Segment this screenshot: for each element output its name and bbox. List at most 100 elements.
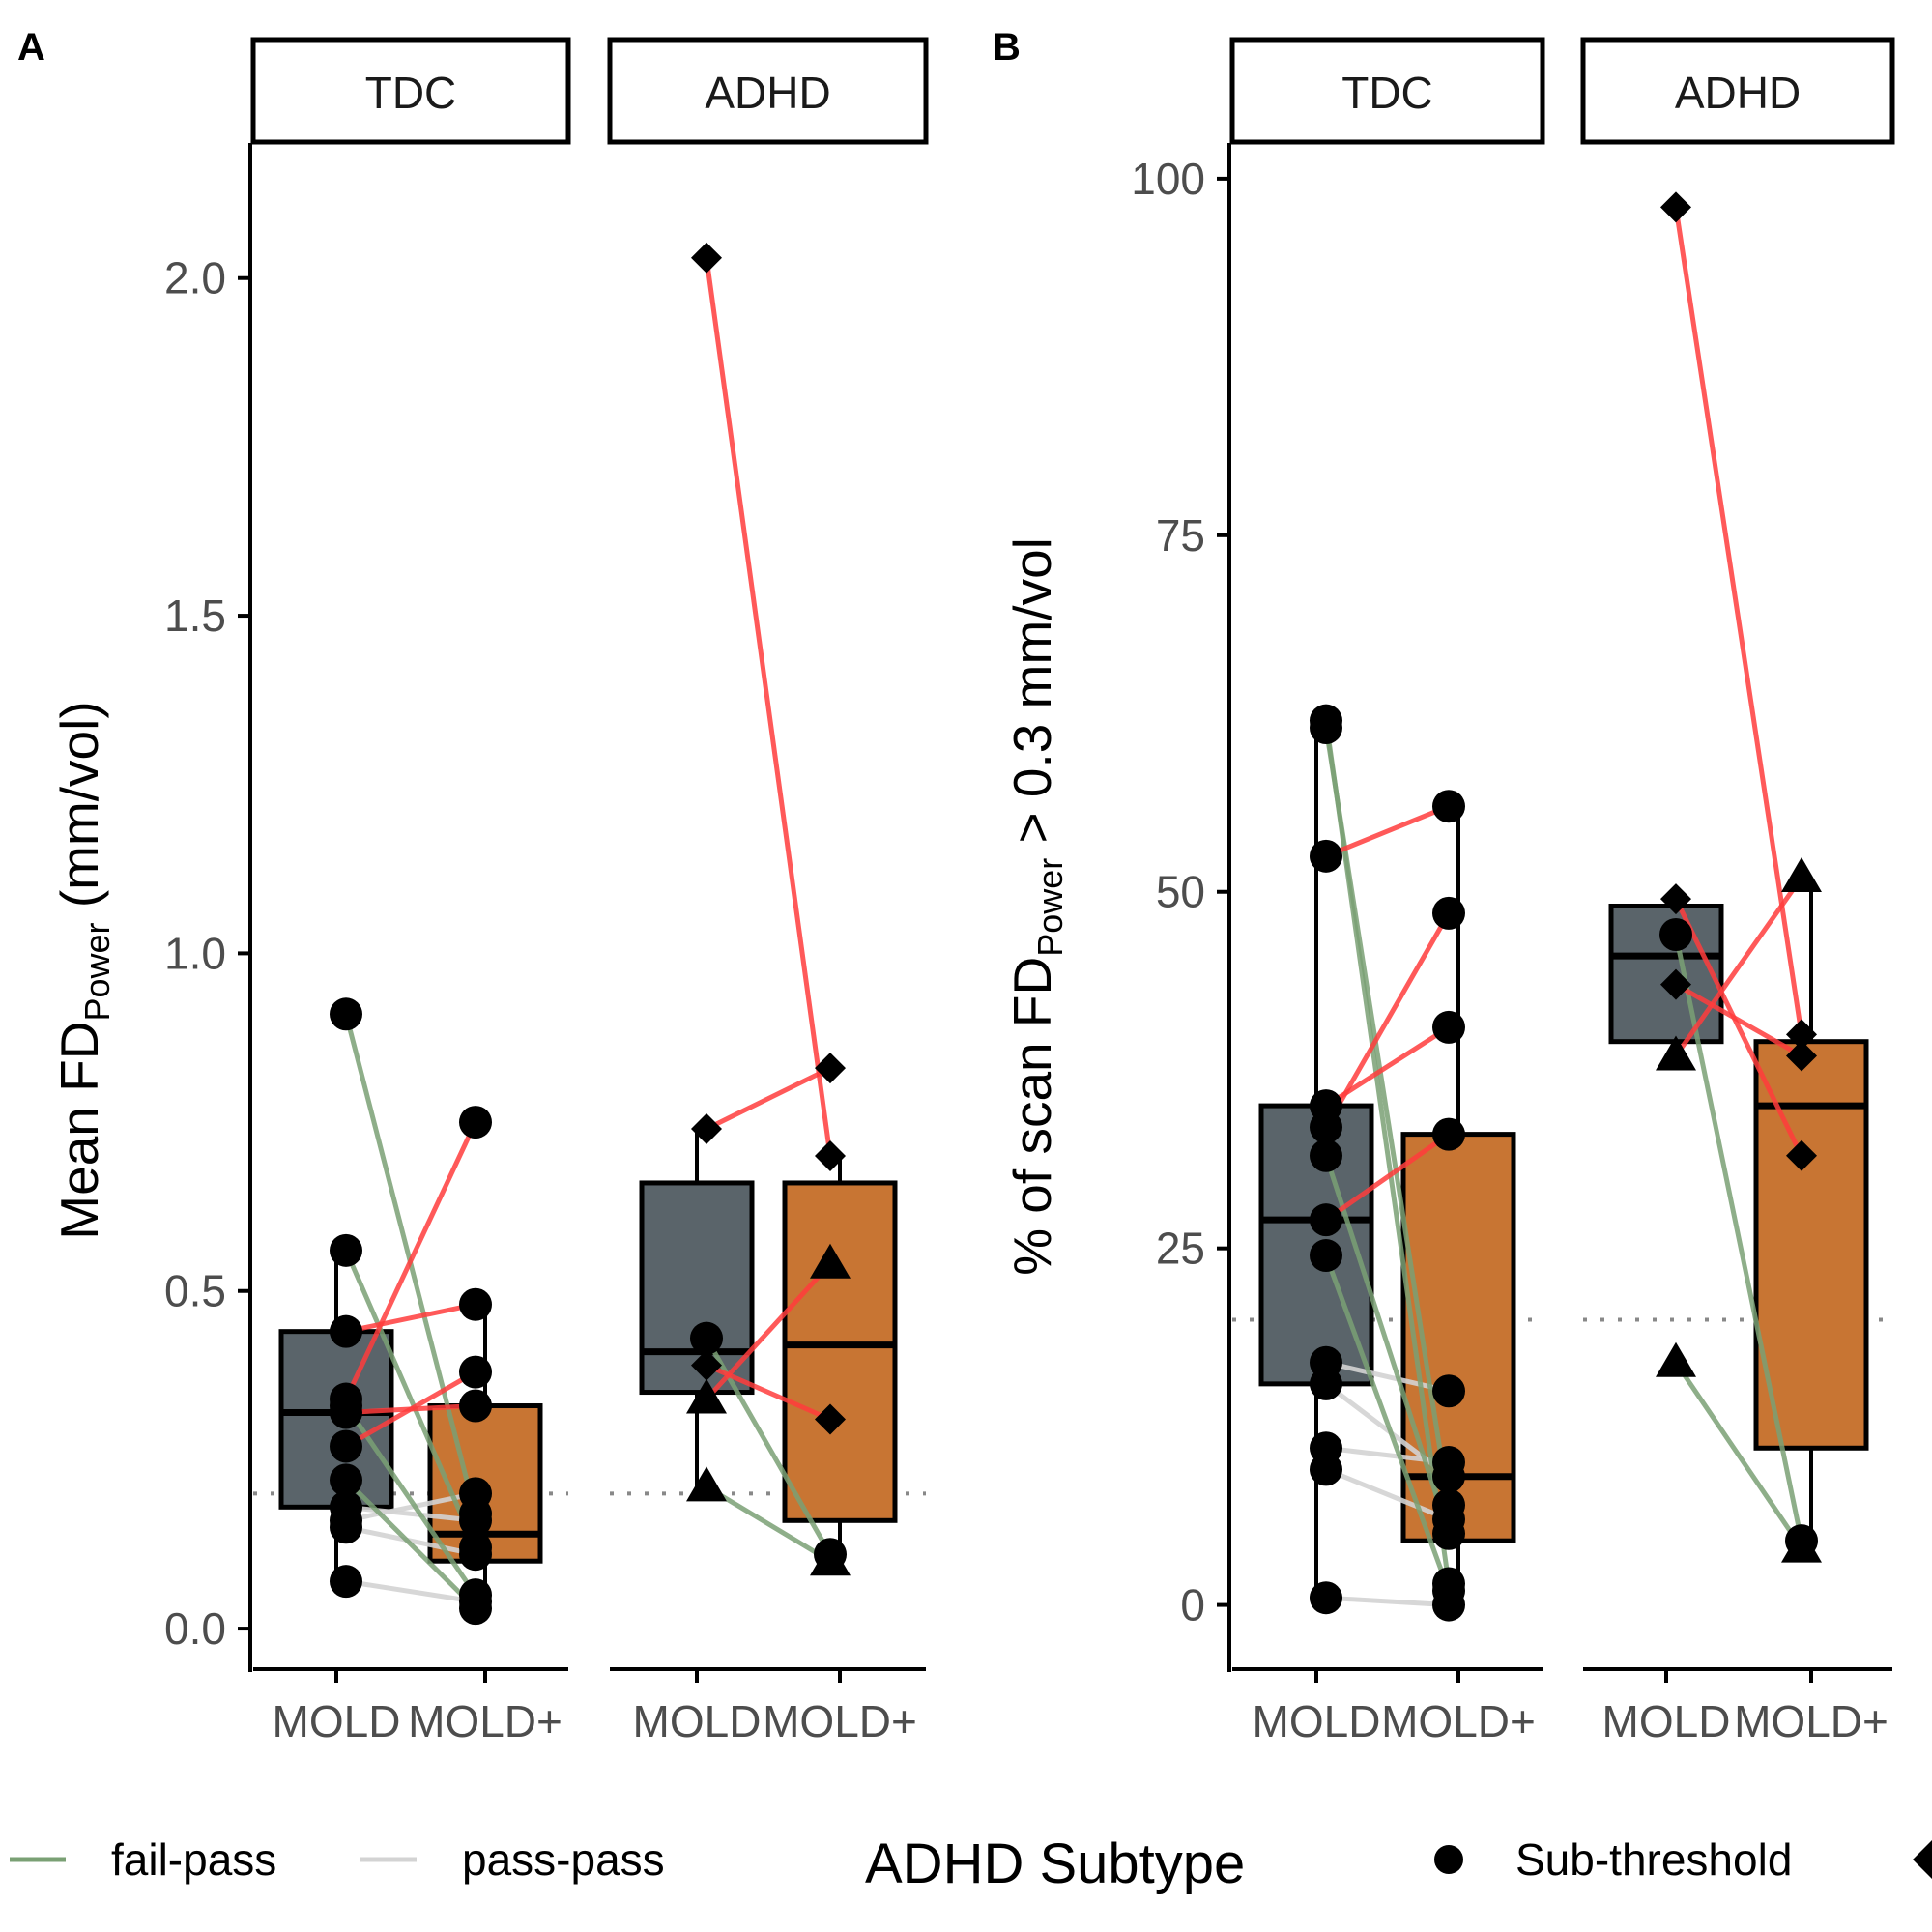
data-point-mold (330, 1463, 362, 1497)
data-points (330, 997, 492, 1626)
data-point-mold (1310, 1453, 1342, 1486)
data-point-moldplus (459, 1389, 492, 1423)
data-point-mold (686, 1378, 727, 1414)
data-points (1656, 191, 1822, 1563)
facet-strip (250, 37, 571, 145)
pair-lines (343, 1013, 478, 1610)
pair-line-pass-fail (345, 1302, 476, 1335)
x-tick-label: MOLD+ (1734, 1696, 1889, 1746)
pair-line-fail-pass (1323, 1254, 1452, 1592)
pair-line-fail-pass (344, 1478, 477, 1610)
data-point-mold (690, 1321, 723, 1355)
data-points (1310, 704, 1465, 1622)
box-iqr (1753, 1039, 1869, 1451)
panel-a-label: A (17, 26, 45, 69)
pair-line-fail-pass (1323, 1154, 1452, 1535)
legend-label-fail-pass: fail-pass (111, 1834, 276, 1885)
data-point-mold (330, 1565, 362, 1599)
pair-line-pass-fail (704, 257, 833, 1157)
panel-b-facet-adhd: ADHD MOLD MOLD+ (1580, 37, 1895, 1746)
data-point-mold (1656, 1035, 1696, 1071)
data-point-mold (1310, 1203, 1342, 1237)
data-point-mold (1310, 839, 1342, 873)
legend-title-adhd-subtype: ADHD Subtype (865, 1832, 1245, 1895)
data-point-moldplus (459, 1355, 492, 1389)
panel-b-y-tick-label: 75 (1156, 510, 1205, 561)
pair-line-pass-fail (1673, 207, 1804, 1035)
pair-line-pass-fail (1673, 898, 1804, 1157)
panel-b-label: B (993, 26, 1021, 69)
panel-a-y-tick-label: 0.5 (164, 1266, 226, 1316)
data-point-mold (330, 1511, 362, 1544)
data-point-moldplus (1781, 856, 1822, 892)
data-point-moldplus (1781, 1527, 1822, 1563)
panel-a-y-label-tail: (mm/vol) (49, 701, 109, 922)
panel-a-y-tick-label: 1.5 (164, 591, 226, 641)
data-point-moldplus (1432, 1588, 1465, 1622)
data-point-mold (330, 1233, 362, 1267)
pair-line-pass-fail (1325, 803, 1450, 859)
data-point-mold (1656, 1341, 1696, 1377)
box-iqr (639, 1180, 755, 1396)
panel-b-y-tick-label: 50 (1156, 867, 1205, 917)
panel-a-y-tick-label: 1.0 (164, 928, 226, 978)
pair-line-pass-pass (1325, 1595, 1450, 1608)
legend-label-pass-pass: pass-pass (462, 1834, 665, 1885)
pair-line-pass-pass (1325, 1467, 1450, 1522)
x-tick-label: MOLD (1602, 1696, 1731, 1746)
data-point-moldplus (1432, 790, 1465, 823)
pair-lines (704, 257, 833, 1564)
panel-b-y-tick-label: 100 (1131, 154, 1205, 204)
facet-strip-label: TDC (365, 68, 457, 118)
data-point-moldplus (459, 1106, 492, 1139)
facet-strip-label: ADHD (1675, 68, 1801, 118)
pair-line-fail-pass (343, 1404, 478, 1597)
pair-line-fail-pass (1673, 934, 1804, 1542)
data-point-mold (691, 1349, 722, 1381)
data-point-moldplus (1786, 1019, 1817, 1051)
data-point-mold (330, 1429, 362, 1463)
panel-b-y-tick-label: 25 (1156, 1224, 1205, 1274)
pair-line-pass-fail (1674, 982, 1803, 1058)
facet-strip (1580, 37, 1895, 145)
pair-line-pass-fail (705, 1065, 832, 1132)
panel-b-y-label-sub: Power (1030, 858, 1070, 957)
pair-line-pass-pass (1325, 1445, 1450, 1465)
data-point-moldplus (810, 1541, 851, 1576)
data-point-mold (330, 1382, 362, 1416)
data-point-moldplus (815, 1140, 846, 1172)
panel-b-y-label-main: % of scan FD (1002, 957, 1062, 1276)
panel-a-y-tick-label: 2.0 (164, 253, 226, 303)
panel-a-y-label-main: Mean FD (49, 1022, 109, 1240)
panel-a-facet-adhd: ADHD MOLD MOLD+ (607, 37, 929, 1746)
data-point-moldplus (1432, 1010, 1465, 1044)
panel-a-y-tick-label: 0.0 (164, 1603, 226, 1654)
pair-line-pass-fail (705, 1262, 832, 1401)
panel-b-y-axis-label: % of scan FDPower > 0.3 mm/vol (1002, 537, 1070, 1276)
facet-strip (607, 37, 929, 145)
x-tick-label: MOLD (273, 1696, 401, 1746)
pair-line-fail-pass (1323, 727, 1452, 1506)
pair-line-pass-pass (345, 1578, 476, 1604)
pair-line-fail-pass (705, 1485, 832, 1564)
data-point-moldplus (459, 1287, 492, 1321)
data-point-mold (1310, 1581, 1342, 1615)
pair-line-pass-fail (1323, 911, 1452, 1129)
data-point-moldplus (1432, 1117, 1465, 1151)
legend-key-diamond (1913, 1840, 1932, 1879)
pair-line-pass-fail (344, 1370, 477, 1449)
facet-strip (1229, 37, 1545, 145)
x-tick-label: MOLD (1253, 1696, 1381, 1746)
data-point-mold (1659, 918, 1692, 952)
data-point-moldplus (1432, 1374, 1465, 1408)
box-mold (639, 1129, 755, 1487)
data-point-mold (1660, 191, 1691, 223)
facet-strip-label: TDC (1341, 68, 1433, 118)
data-point-moldplus (1432, 1503, 1465, 1537)
data-point-moldplus (815, 1053, 846, 1084)
panel-a-facet-tdc: TDC MOLD MOLD+ (250, 37, 571, 1746)
data-point-moldplus (1786, 1139, 1817, 1171)
panel-a: A Mean FDPower (mm/vol) 0.0 0.5 1.0 1.5 2.0 T… (17, 26, 929, 1746)
